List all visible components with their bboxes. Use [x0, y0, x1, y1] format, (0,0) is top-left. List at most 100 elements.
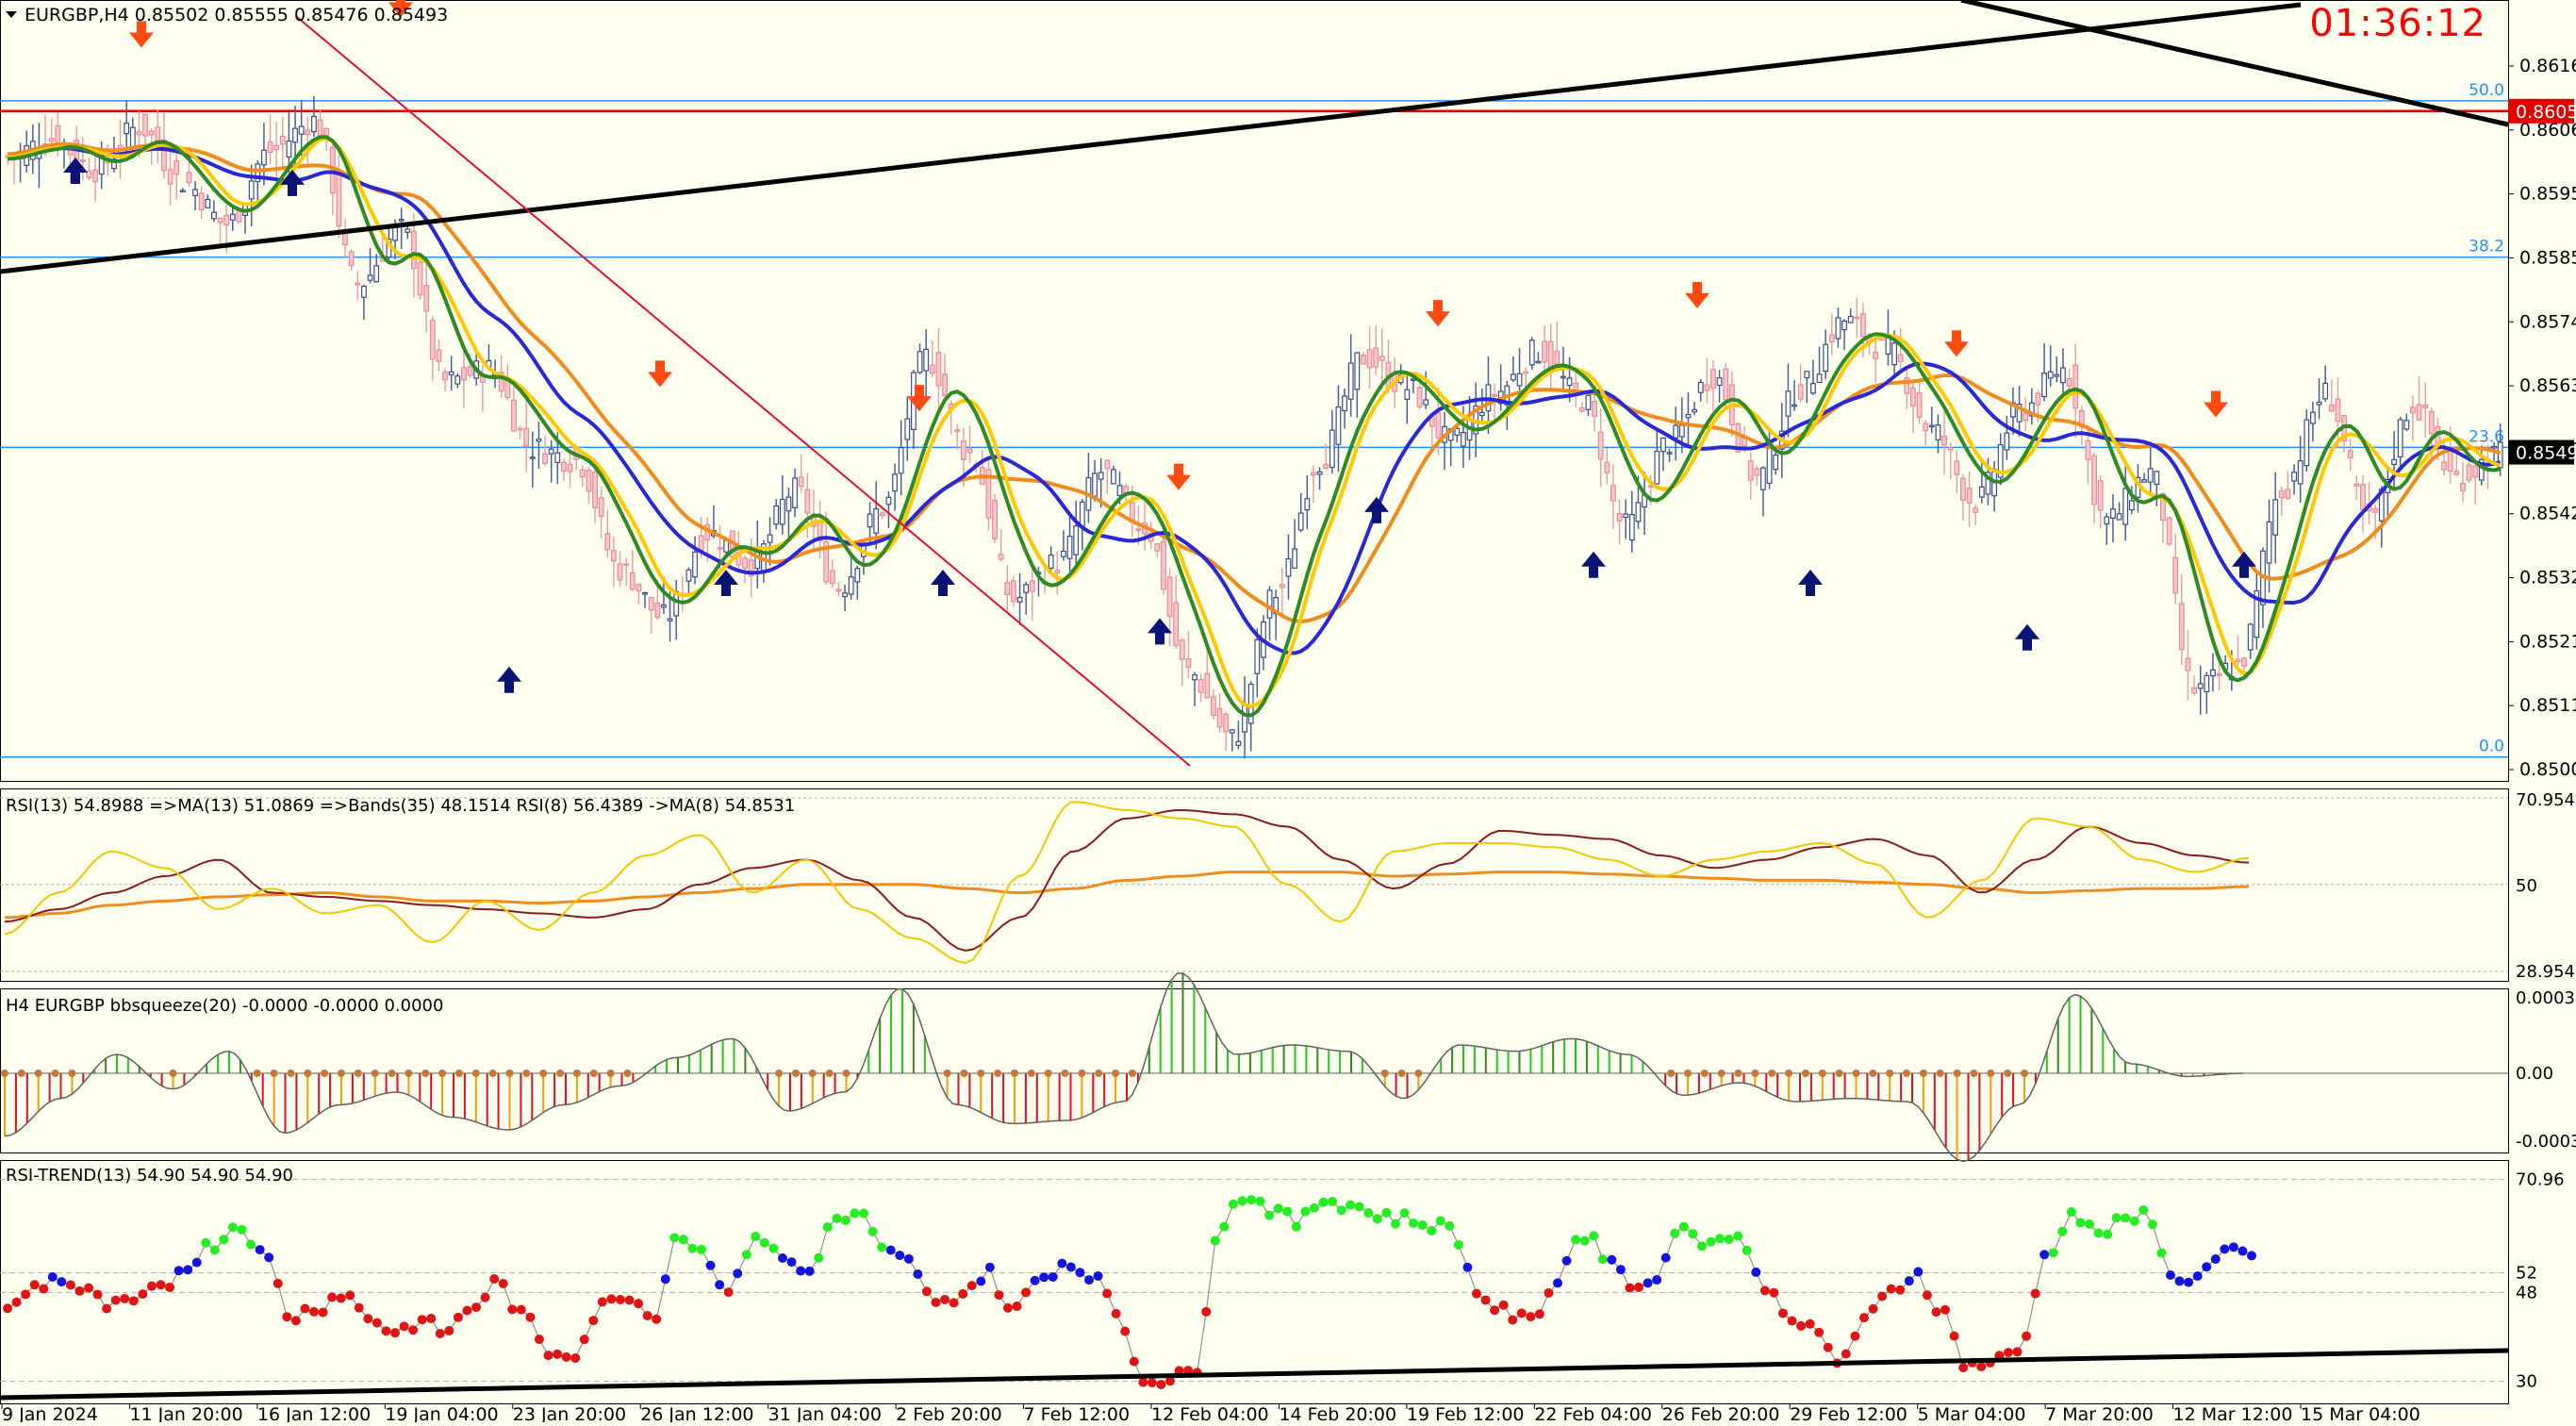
- candle-body: [1478, 411, 1485, 417]
- candle-body: [1528, 340, 1535, 366]
- time-tick-label: 12 Feb 04:00: [1151, 1404, 1269, 1422]
- rsi-trend-dot: [634, 1299, 644, 1309]
- price-tick-label: 0.85320: [2519, 568, 2576, 589]
- candle-body: [1366, 349, 1373, 369]
- candle-body: [567, 463, 573, 473]
- squeeze-dot: [505, 1070, 514, 1077]
- candle-body: [1592, 400, 1597, 417]
- candle-body: [2091, 455, 2097, 506]
- candle-body: [611, 550, 617, 562]
- candle-body: [454, 375, 461, 385]
- candle-body: [2054, 373, 2060, 377]
- rsi-trend-dot: [1156, 1379, 1166, 1389]
- squeeze-dot: [1936, 1070, 1944, 1077]
- candle-body: [2116, 513, 2122, 521]
- squeeze-dot: [1684, 1070, 1692, 1077]
- candle-body: [124, 123, 130, 135]
- rsi-trend-dot: [642, 1310, 652, 1320]
- rsi-trend-dot: [751, 1232, 761, 1242]
- squeeze-dot: [589, 1070, 598, 1077]
- squeeze-dot: [287, 1070, 295, 1077]
- candle-body: [1166, 576, 1173, 618]
- candle-body: [885, 496, 892, 506]
- symbol-ohlc-header: EURGBP,H4 0.85502 0.85555 0.85476 0.8549…: [25, 5, 448, 25]
- candle-body: [916, 351, 923, 373]
- candle-body: [929, 364, 935, 374]
- sell-arrow-icon: [907, 385, 932, 412]
- time-tick-label: 5 Mar 04:00: [1918, 1404, 2026, 1422]
- time-tick-label: 31 Jan 04:00: [768, 1404, 882, 1422]
- candle-body: [1997, 444, 2004, 478]
- candle-body: [985, 469, 992, 519]
- candle-body: [1666, 452, 1673, 455]
- rsi-trend-dot: [65, 1280, 75, 1290]
- rsi-trend-dot: [11, 1297, 22, 1307]
- rsi-trend-dot: [2210, 1254, 2221, 1265]
- candle-body: [1747, 460, 1754, 481]
- rsi-panel-label: RSI(13) 54.8988 =>MA(13) 51.0869 =>Bands…: [6, 796, 795, 816]
- candle-body: [1329, 429, 1335, 469]
- candle-body: [854, 568, 861, 583]
- bbsqueeze-tick-label: -0.0003: [2516, 1132, 2576, 1152]
- rsi-trend-dot: [1255, 1196, 1265, 1206]
- rsi-trend-dot: [1237, 1196, 1247, 1206]
- candle-body: [1597, 431, 1604, 460]
- candle-body: [1254, 638, 1261, 674]
- squeeze-dot: [1717, 1070, 1726, 1077]
- candle-body: [2397, 419, 2403, 457]
- candle-body: [292, 127, 298, 143]
- candle-body: [1797, 384, 1804, 400]
- rsi-trend-dot: [1660, 1252, 1671, 1263]
- rsi-trend-dot: [1372, 1214, 1382, 1224]
- squeeze-dot: [51, 1070, 59, 1077]
- candle-body: [1098, 472, 1104, 480]
- candle-body: [773, 505, 780, 525]
- candles: [5, 95, 2503, 759]
- time-tick-label: 7 Feb 12:00: [1024, 1404, 1131, 1422]
- fib-label: 0.0: [2479, 738, 2504, 756]
- candle-body: [1792, 404, 1797, 407]
- red-price-box: [2508, 98, 2574, 124]
- candle-body: [2197, 683, 2204, 689]
- candle-body: [867, 513, 873, 528]
- candle-body: [2254, 589, 2260, 638]
- squeeze-dot: [1061, 1070, 1069, 1077]
- candle-body: [248, 180, 255, 200]
- squeeze-dot: [405, 1070, 413, 1077]
- squeeze-dot: [1768, 1070, 1776, 1077]
- rsi-trend-dot: [209, 1245, 220, 1255]
- rsi-trend-dot: [1328, 1196, 1338, 1206]
- rsi-trend-dot: [1706, 1236, 1716, 1247]
- rsi-trend-dot: [1363, 1208, 1374, 1219]
- rsi-trend-dot: [588, 1316, 599, 1326]
- candle-body: [148, 130, 155, 136]
- candle-body: [1185, 658, 1192, 669]
- candle-body: [1828, 334, 1835, 343]
- candle-body: [1323, 463, 1329, 470]
- buy-arrow-icon: [63, 158, 88, 185]
- squeeze-dot: [1414, 1070, 1423, 1077]
- candle-body: [198, 192, 205, 211]
- rsi-trend-dot: [1120, 1326, 1131, 1336]
- candle-body: [211, 211, 217, 220]
- candle-body: [935, 352, 942, 387]
- rsi-trend-dot: [624, 1295, 635, 1305]
- candle-body: [2460, 482, 2466, 491]
- candle-body: [1904, 377, 1910, 394]
- candle-body: [1404, 389, 1411, 400]
- rsi-trend-dot: [2066, 1207, 2076, 1218]
- rsi-trend-dot: [1868, 1303, 1878, 1314]
- candle-body: [398, 218, 405, 222]
- candle-body: [1435, 411, 1442, 439]
- rsi-trend-dot: [47, 1271, 58, 1282]
- candle-body: [698, 535, 704, 552]
- main-price-panel-frame: [0, 0, 2509, 782]
- candle-body: [305, 129, 311, 136]
- rsi-trend-dot: [1048, 1271, 1058, 1282]
- squeeze-dot: [1700, 1070, 1709, 1077]
- candle-body: [1542, 340, 1547, 363]
- candle-body: [1073, 525, 1080, 555]
- rsi-trend-dot: [372, 1318, 382, 1328]
